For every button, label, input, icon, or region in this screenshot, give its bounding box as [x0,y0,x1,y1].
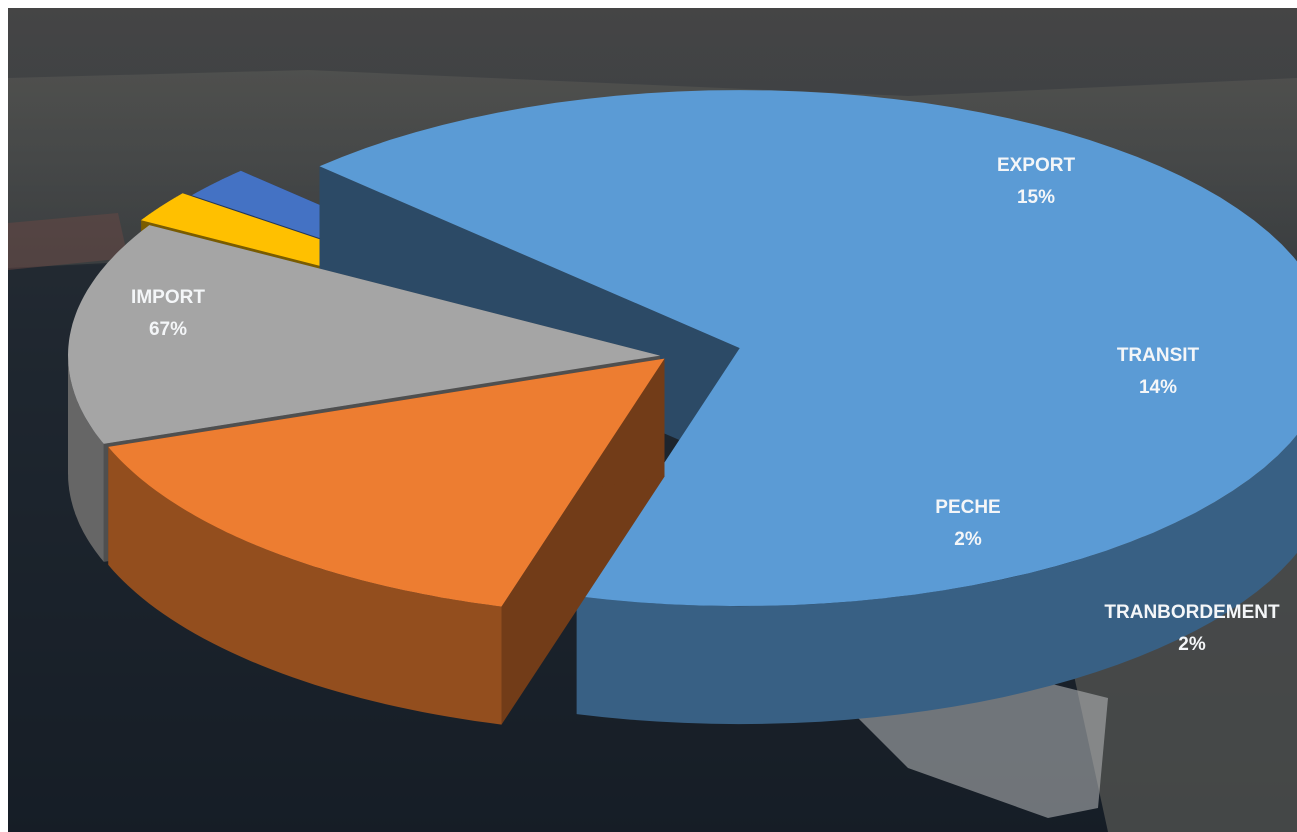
slice-label-transit: TRANSIT [1117,345,1200,366]
slice-label-import: IMPORT [131,287,205,308]
chart-frame: IMPORT 67% EXPORT 15% TRANSIT 14% TRANBORDEMEN… [8,8,1297,832]
slice-value-peche: 2% [954,529,982,550]
pie-slice-export [108,358,665,725]
slice-label-peche: PECHE [935,497,1000,518]
slice-value-import: 67% [149,319,187,340]
slice-value-transit: 14% [1139,377,1177,398]
pie-chart: IMPORT 67% EXPORT 15% TRANSIT 14% TRANBORDEMEN… [8,8,1297,832]
pie-slices [68,90,1297,725]
slice-label-export: EXPORT [997,155,1076,176]
slice-value-tranbordement: 2% [1178,634,1206,655]
slice-value-export: 15% [1017,187,1055,208]
pie-labels: IMPORT 67% EXPORT 15% TRANSIT 14% TRANBORDEMEN… [131,155,1280,655]
slice-label-tranbordement: TRANBORDEMENT [1104,602,1280,623]
